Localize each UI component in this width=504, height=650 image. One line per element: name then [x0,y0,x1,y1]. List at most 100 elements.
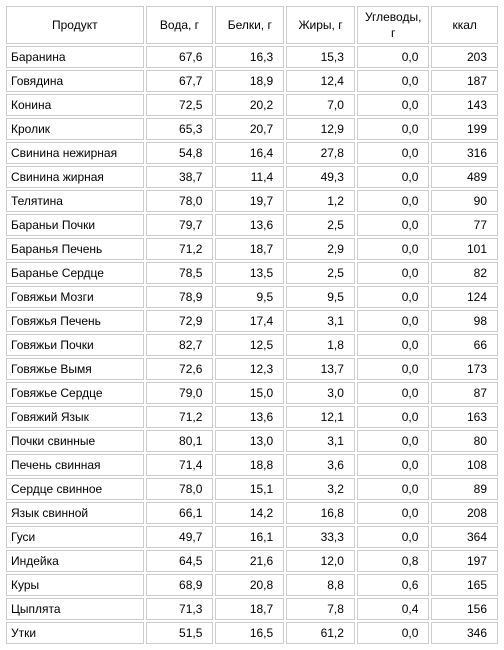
value-cell: 165 [431,574,498,596]
value-cell: 51,5 [146,622,214,644]
product-cell: Сердце свинное [6,478,144,500]
product-cell: Говяжьи Мозги [6,286,144,308]
table-body: Баранина67,616,315,30,0203Говядина67,718… [6,46,498,644]
value-cell: 0,8 [357,550,430,572]
value-cell: 101 [431,238,498,260]
table-row: Говяжье Сердце79,015,03,00,087 [6,382,498,404]
value-cell: 0,0 [357,430,430,452]
value-cell: 12,0 [286,550,355,572]
value-cell: 0,0 [357,286,430,308]
product-cell: Говядина [6,70,144,92]
product-cell: Кролик [6,118,144,140]
table-row: Индейка64,521,612,00,8197 [6,550,498,572]
product-cell: Телятина [6,190,144,212]
product-cell: Куры [6,574,144,596]
value-cell: 187 [431,70,498,92]
product-cell: Баранья Печень [6,238,144,260]
value-cell: 17,4 [215,310,284,332]
col-fat: Жиры, г [286,6,355,44]
value-cell: 199 [431,118,498,140]
value-cell: 208 [431,502,498,524]
value-cell: 173 [431,358,498,380]
product-cell: Печень свинная [6,454,144,476]
value-cell: 0,0 [357,166,430,188]
value-cell: 0,0 [357,382,430,404]
value-cell: 98 [431,310,498,332]
value-cell: 489 [431,166,498,188]
value-cell: 89 [431,478,498,500]
value-cell: 13,7 [286,358,355,380]
value-cell: 16,1 [215,526,284,548]
value-cell: 11,4 [215,166,284,188]
value-cell: 197 [431,550,498,572]
table-row: Печень свинная71,418,83,60,0108 [6,454,498,476]
value-cell: 18,7 [215,598,284,620]
table-row: Цыплята71,318,77,80,4156 [6,598,498,620]
value-cell: 15,1 [215,478,284,500]
table-row: Гуси49,716,133,30,0364 [6,526,498,548]
value-cell: 0,0 [357,478,430,500]
value-cell: 0,0 [357,190,430,212]
table-row: Куры68,920,88,80,6165 [6,574,498,596]
value-cell: 0,4 [357,598,430,620]
value-cell: 12,3 [215,358,284,380]
value-cell: 13,0 [215,430,284,452]
value-cell: 33,3 [286,526,355,548]
value-cell: 1,8 [286,334,355,356]
value-cell: 14,2 [215,502,284,524]
value-cell: 82,7 [146,334,214,356]
value-cell: 72,5 [146,94,214,116]
product-cell: Индейка [6,550,144,572]
value-cell: 64,5 [146,550,214,572]
product-cell: Конина [6,94,144,116]
value-cell: 3,0 [286,382,355,404]
value-cell: 364 [431,526,498,548]
product-cell: Говяжий Язык [6,406,144,428]
value-cell: 0,0 [357,502,430,524]
product-cell: Баранина [6,46,144,68]
table-row: Баранина67,616,315,30,0203 [6,46,498,68]
value-cell: 78,9 [146,286,214,308]
table-row: Говяжьи Мозги78,99,59,50,0124 [6,286,498,308]
table-row: Телятина78,019,71,20,090 [6,190,498,212]
value-cell: 3,1 [286,430,355,452]
value-cell: 20,8 [215,574,284,596]
value-cell: 49,7 [146,526,214,548]
value-cell: 19,7 [215,190,284,212]
table-row: Кролик65,320,712,90,0199 [6,118,498,140]
value-cell: 0,0 [357,454,430,476]
value-cell: 87 [431,382,498,404]
table-row: Бараньи Почки79,713,62,50,077 [6,214,498,236]
value-cell: 21,6 [215,550,284,572]
product-cell: Гуси [6,526,144,548]
value-cell: 38,7 [146,166,214,188]
value-cell: 0,0 [357,214,430,236]
col-product: Продукт [6,6,144,44]
table-row: Говяжий Язык71,213,612,10,0163 [6,406,498,428]
value-cell: 16,3 [215,46,284,68]
value-cell: 16,8 [286,502,355,524]
value-cell: 71,3 [146,598,214,620]
value-cell: 0,0 [357,262,430,284]
value-cell: 78,0 [146,190,214,212]
value-cell: 0,0 [357,238,430,260]
value-cell: 203 [431,46,498,68]
value-cell: 78,0 [146,478,214,500]
table-row: Говяжье Вымя72,612,313,70,0173 [6,358,498,380]
value-cell: 82 [431,262,498,284]
table-row: Язык свинной66,114,216,80,0208 [6,502,498,524]
value-cell: 156 [431,598,498,620]
value-cell: 0,0 [357,334,430,356]
value-cell: 16,5 [215,622,284,644]
value-cell: 0,6 [357,574,430,596]
value-cell: 13,6 [215,214,284,236]
value-cell: 0,0 [357,358,430,380]
value-cell: 20,2 [215,94,284,116]
value-cell: 0,0 [357,70,430,92]
value-cell: 9,5 [286,286,355,308]
value-cell: 66,1 [146,502,214,524]
product-cell: Цыплята [6,598,144,620]
value-cell: 90 [431,190,498,212]
value-cell: 71,4 [146,454,214,476]
value-cell: 49,3 [286,166,355,188]
